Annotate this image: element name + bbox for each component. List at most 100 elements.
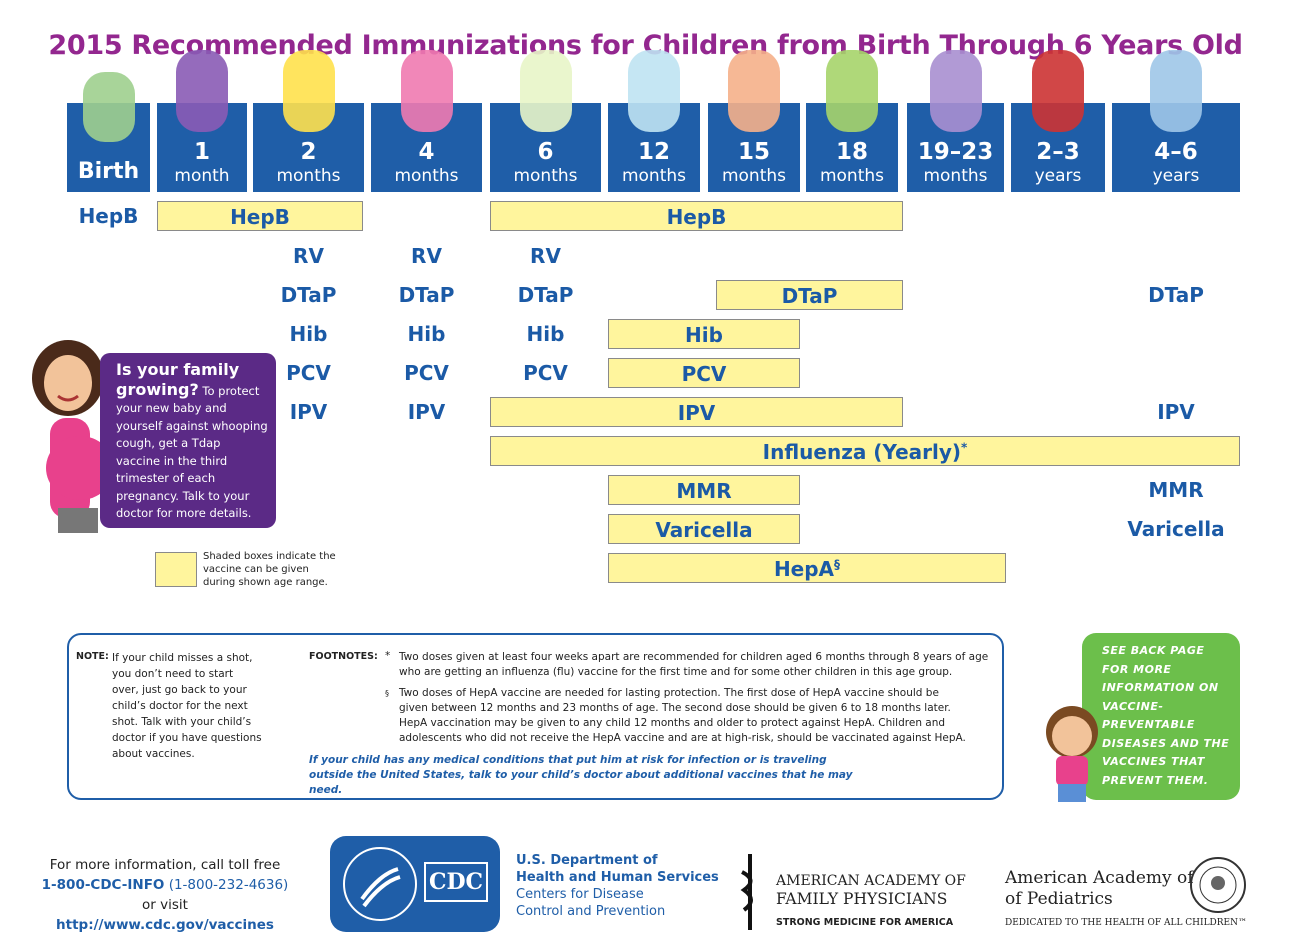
vaccine-cell: DTaP <box>490 280 601 310</box>
age-number: 1 <box>193 139 210 165</box>
footnotes-label: FOOTNOTES: <box>309 651 378 662</box>
shaded-bar: Influenza (Yearly)* <box>490 436 1240 466</box>
age-icon <box>929 50 982 132</box>
age-unit: months <box>621 166 687 186</box>
age-number: 4 <box>418 139 435 165</box>
vaccine-name: RV <box>411 244 442 268</box>
vaccine-name: Influenza (Yearly) <box>762 440 962 464</box>
vaccine-name: MMR <box>1148 478 1204 502</box>
vaccine-name: Varicella <box>655 518 753 542</box>
aafp-tagline: STRONG MEDICINE FOR AMERICA <box>776 917 954 928</box>
age-number: 2–3 <box>1036 139 1080 165</box>
sidebar-heading: Is your family growing? <box>116 360 240 399</box>
closing-note: If your child has any medical conditions… <box>309 754 853 796</box>
vaccine-cell: Hib <box>371 319 482 349</box>
vaccine-cell: DTaP <box>371 280 482 310</box>
footnote-text: Two doses given at least four weeks apar… <box>399 651 989 678</box>
vaccine-name: Hib <box>407 322 446 346</box>
footnote-text: Two doses of HepA vaccine are needed for… <box>399 687 966 744</box>
vaccine-name: IPV <box>407 400 446 424</box>
shaded-bar: PCV <box>608 358 800 388</box>
hhs-line: Health and Human Services <box>516 870 719 885</box>
phone-digits: (1-800-232-4636) <box>168 877 289 893</box>
vaccine-name: HepB <box>666 205 727 229</box>
shaded-bar: HepB <box>157 201 363 231</box>
aap-seal <box>1190 857 1246 913</box>
vaccine-name: HepB <box>230 205 290 229</box>
vaccine-name: Hib <box>685 323 723 347</box>
url: http://www.cdc.gov/vaccines <box>56 917 274 933</box>
or-visit: or visit <box>142 897 188 913</box>
vaccine-cell: RV <box>371 241 482 271</box>
age-unit: months <box>276 166 341 186</box>
aap-block: American Academy of of Pediatrics DEDICA… <box>1005 868 1247 928</box>
vaccine-name: RV <box>530 244 561 268</box>
age-label: Birth <box>77 159 140 184</box>
note-text: If your child misses a shot, you don’t n… <box>112 652 262 760</box>
shaded-bar: HepB <box>490 201 903 231</box>
age-icon <box>400 50 453 132</box>
vaccine-name: PCV <box>523 361 568 385</box>
vaccine-name: IPV <box>1157 400 1195 424</box>
vaccine-cell: RV <box>490 241 601 271</box>
age-number: 4–6 <box>1154 139 1198 165</box>
shaded-bar: Varicella <box>608 514 800 544</box>
footnote-symbol: * <box>385 650 391 662</box>
age-number: 19–23 <box>917 139 994 165</box>
age-unit: months <box>923 166 988 186</box>
age-unit: years <box>1152 166 1200 186</box>
vaccine-name: PCV <box>286 361 331 385</box>
shaded-bar: HepA§ <box>608 553 1006 583</box>
footnote-symbol: § <box>385 689 389 698</box>
legend-swatch <box>155 552 197 587</box>
hhs-seal <box>343 847 417 921</box>
vaccine-name: PCV <box>681 362 727 386</box>
vaccine-name: IPV <box>677 401 716 425</box>
shaded-bar: Hib <box>608 319 800 349</box>
age-icon <box>826 50 878 132</box>
aap-line: American Academy of <box>1005 868 1194 888</box>
vaccine-name: DTaP <box>280 283 337 307</box>
contact-line: For more information, call toll free <box>49 857 281 873</box>
aap-line: of Pediatrics <box>1005 889 1113 909</box>
mother-illustration <box>32 340 114 533</box>
aafp-block: AMERICAN ACADEMY OF FAMILY PHYSICIANS ST… <box>776 873 966 928</box>
shaded-bar: DTaP <box>716 280 903 310</box>
callout-text: See back page for more information on va… <box>1102 644 1230 787</box>
sidebar-box <box>100 353 276 528</box>
vaccine-cell: PCV <box>490 358 601 388</box>
age-number: 15 <box>737 139 770 165</box>
age-icon <box>1150 50 1202 132</box>
age-unit: months <box>394 166 459 186</box>
age-icon <box>519 50 572 132</box>
age-unit: months <box>513 166 578 186</box>
age-icon <box>1032 50 1084 132</box>
vaccine-name: DTaP <box>517 283 574 307</box>
vaccine-name: Hib <box>526 322 565 346</box>
legend-text: Shaded boxes indicate the vaccine can be… <box>203 551 336 588</box>
age-number: 6 <box>537 139 554 165</box>
age-number: 12 <box>637 139 670 165</box>
age-number: 2 <box>300 139 317 165</box>
vaccine-name: PCV <box>404 361 449 385</box>
callout-box <box>1082 633 1240 800</box>
vaccine-cell: Varicella <box>1112 514 1240 544</box>
contact-block: For more information, call toll free 1-8… <box>40 855 290 935</box>
vaccine-name: Varicella <box>1127 517 1225 541</box>
vaccine-cell: HepB <box>67 201 150 231</box>
vaccine-name: IPV <box>289 400 328 424</box>
age-icon <box>728 50 780 132</box>
age-unit: years <box>1034 166 1082 186</box>
vaccine-name: MMR <box>676 479 732 503</box>
phone-line: 1-800-CDC-INFO (1-800-232-4636) <box>40 875 290 895</box>
age-header: 2–3 years <box>1011 103 1105 192</box>
hhs-line: U.S. Department of <box>516 853 658 868</box>
shaded-bar: MMR <box>608 475 800 505</box>
age-number: 18 <box>835 139 868 165</box>
vaccine-name: DTaP <box>398 283 455 307</box>
vaccine-cell: IPV <box>1112 397 1240 427</box>
age-icon <box>176 50 228 132</box>
vaccine-name: DTaP <box>1148 283 1204 307</box>
girl-illustration <box>1046 706 1098 802</box>
vaccine-cell: PCV <box>371 358 482 388</box>
